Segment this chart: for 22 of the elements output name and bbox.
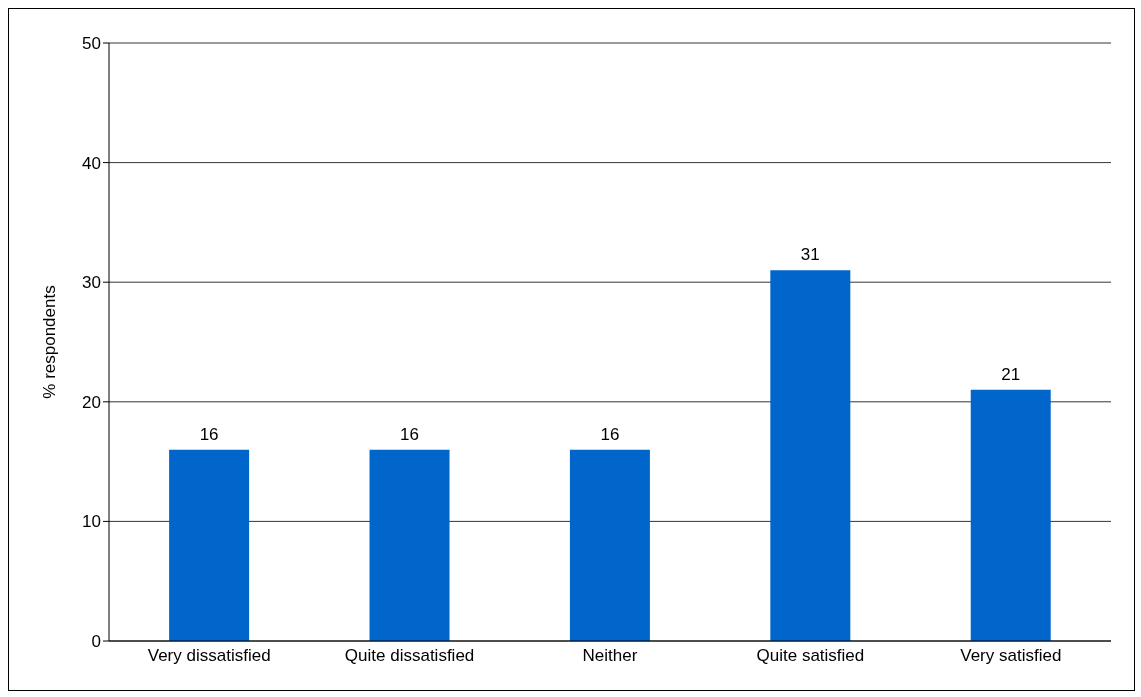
- bar: [970, 389, 1051, 641]
- y-axis-title: % respondents: [40, 285, 60, 399]
- x-tick-label: Very satisfied: [960, 646, 1062, 666]
- x-tick-label: Neither: [582, 646, 638, 666]
- data-label: 31: [800, 245, 820, 265]
- x-tick-label: Quite dissatisfied: [344, 646, 475, 666]
- x-tick-label: Very dissatisfied: [147, 646, 271, 666]
- data-label: 16: [600, 424, 620, 444]
- data-label: 21: [1001, 364, 1021, 384]
- y-tick-label: 10: [82, 512, 101, 532]
- data-label: 16: [199, 424, 219, 444]
- y-tick-label: 30: [82, 273, 101, 293]
- y-tick-label: 20: [82, 392, 101, 412]
- y-tick-label: 50: [82, 34, 101, 54]
- bar: [169, 449, 250, 641]
- bar: [770, 270, 851, 641]
- bar: [369, 449, 450, 641]
- data-label: 16: [400, 424, 419, 444]
- y-tick-label: 40: [82, 153, 101, 173]
- y-tick-label: 0: [91, 632, 101, 652]
- bar: [569, 449, 650, 641]
- x-tick-label: Quite satisfied: [756, 646, 865, 666]
